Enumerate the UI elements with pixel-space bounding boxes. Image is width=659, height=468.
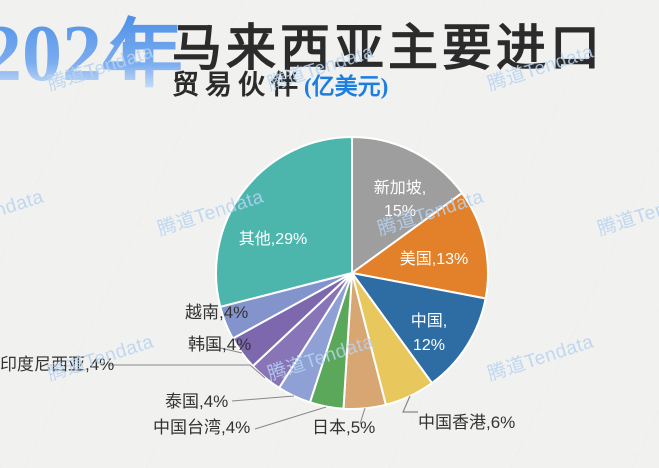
svg-text:美国,13%: 美国,13% [400, 250, 468, 268]
svg-text:越南,4%: 越南,4% [185, 303, 248, 322]
svg-text:15%: 15% [384, 203, 416, 220]
svg-text:新加坡,: 新加坡, [374, 179, 426, 197]
svg-text:中国,: 中国, [411, 312, 447, 330]
svg-text:印度尼西亚,4%: 印度尼西亚,4% [0, 355, 114, 374]
svg-text:韩国,4%: 韩国,4% [188, 335, 251, 354]
svg-text:泰国,4%: 泰国,4% [165, 392, 228, 411]
svg-text:12%: 12% [413, 337, 445, 354]
svg-text:日本,5%: 日本,5% [312, 418, 375, 437]
svg-text:其他,29%: 其他,29% [239, 230, 307, 248]
svg-text:中国香港,6%: 中国香港,6% [418, 413, 515, 432]
svg-text:中国台湾,4%: 中国台湾,4% [153, 418, 250, 437]
